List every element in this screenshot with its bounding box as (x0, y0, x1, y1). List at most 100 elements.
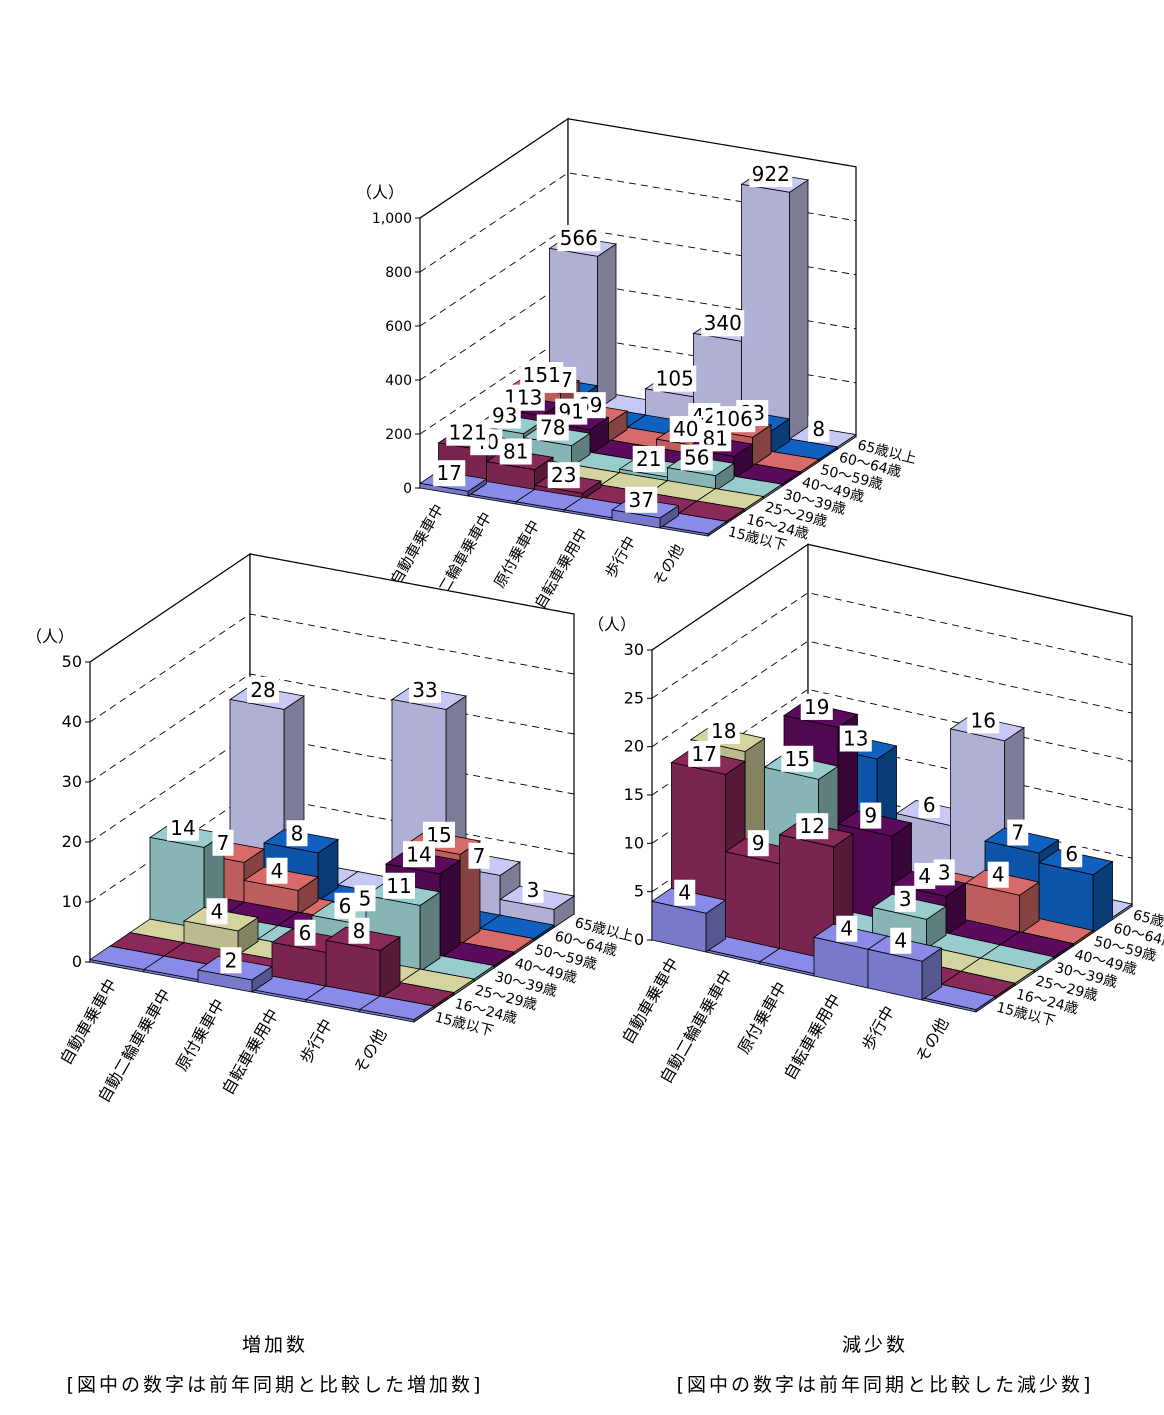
data-label-bg (632, 445, 665, 472)
bar-front (867, 948, 923, 1001)
data-label-bg (499, 438, 532, 465)
data-label: 4 (992, 863, 1005, 887)
data-label: 40 (673, 417, 698, 441)
data-label-bg (212, 829, 234, 856)
data-label-bg (522, 876, 544, 903)
data-label-bg (800, 693, 833, 720)
data-label-bg (781, 745, 814, 772)
data-label-bg (286, 820, 308, 847)
data-label-bg (547, 462, 580, 489)
data-label-bg (987, 861, 1009, 888)
data-label-bg (749, 161, 793, 188)
data-label: 4 (894, 929, 907, 953)
data-label: 8 (812, 417, 825, 441)
x-category-label: 自動車乗車中 (56, 976, 120, 1069)
y-tick-label: 200 (385, 427, 412, 443)
x-category-label: 自動車乗車中 (387, 501, 448, 588)
bar-front (725, 851, 780, 952)
data-label: 78 (540, 416, 565, 440)
data-label: 340 (704, 311, 742, 335)
data-label: 19 (804, 695, 829, 719)
data-label-bg (247, 676, 279, 703)
data-label: 6 (299, 921, 312, 945)
data-label: 5 (359, 886, 372, 910)
data-label-bg (967, 707, 1000, 734)
y-tick-label: 5 (634, 882, 644, 901)
caption-title-increase: 増加数 (241, 1334, 308, 1356)
data-label-bg (669, 416, 702, 442)
x-category-label: 歩行中 (296, 1016, 336, 1067)
x-category-label: 原付乗車中 (172, 996, 228, 1075)
bar-front (651, 900, 707, 953)
y-tick-label: 600 (385, 319, 412, 335)
bar-front (359, 1009, 415, 1023)
bar-front (419, 482, 469, 497)
data-label: 16 (971, 708, 996, 732)
data-label: 2 (225, 948, 238, 972)
y-tick-label: 10 (624, 833, 644, 852)
data-label-bg (747, 830, 769, 857)
caption-title-decrease: 減少数 (841, 1334, 908, 1356)
y-tick-label: 30 (62, 772, 82, 791)
x-category-label: その他 (912, 1015, 952, 1066)
y-unit-label: （人） (26, 627, 74, 646)
data-label-bg (701, 310, 745, 337)
data-label: 6 (923, 793, 936, 817)
data-label-bg (918, 792, 940, 818)
data-label: 151 (523, 363, 561, 387)
y-tick-label: 40 (62, 712, 82, 731)
gridline (89, 613, 575, 723)
caption-note-decrease: [図中の数字は前年同期と比較した減少数] (676, 1374, 1094, 1396)
data-label-bg (1061, 841, 1083, 868)
y-unit-label: （人） (356, 183, 404, 202)
bar-side (439, 859, 461, 959)
data-label: 3 (938, 860, 951, 884)
y-tick-label: 10 (62, 892, 82, 911)
x-category-label: 自転車乗用中 (780, 991, 844, 1084)
data-label-bg (206, 898, 228, 925)
gridline (419, 118, 857, 219)
data-label-bg (890, 927, 912, 954)
data-label: 8 (353, 919, 366, 943)
data-label: 12 (800, 814, 825, 838)
data-label: 33 (412, 678, 437, 702)
y-tick-label: 0 (634, 930, 644, 949)
x-category-label: その他 (350, 1026, 390, 1077)
y-tick-label: 25 (624, 688, 644, 707)
data-label: 7 (217, 831, 230, 855)
x-category-label: 自転車乗用中 (218, 1006, 282, 1099)
data-label: 56 (684, 445, 709, 469)
x-category-label: その他 (649, 541, 687, 589)
data-label: 81 (503, 440, 528, 464)
data-label-bg (933, 859, 955, 886)
bar-front (197, 969, 253, 993)
data-label: 121 (449, 421, 487, 445)
data-label-bg (557, 225, 601, 252)
data-label: 14 (406, 842, 431, 866)
data-label: 8 (291, 821, 304, 845)
data-label: 4 (918, 864, 931, 888)
data-label: 21 (636, 447, 661, 471)
data-label: 4 (211, 899, 224, 923)
data-label: 17 (437, 461, 462, 485)
data-label: 15 (785, 747, 810, 771)
data-label-bg (520, 362, 564, 389)
data-label-bg (674, 879, 696, 906)
data-label: 3 (899, 887, 912, 911)
data-label-bg (433, 460, 466, 487)
data-label-bg (680, 444, 713, 471)
x-category-label: 歩行中 (858, 1003, 898, 1054)
caption-note-increase: [図中の数字は前年同期と比較した増加数] (66, 1374, 484, 1396)
data-label: 37 (629, 488, 654, 512)
y-tick-label: 400 (385, 373, 412, 389)
y-tick-label: 50 (62, 652, 82, 671)
data-label: 7 (473, 844, 486, 868)
data-label: 11 (386, 874, 411, 898)
bar-side (597, 243, 617, 410)
data-label: 105 (656, 367, 694, 391)
data-label: 14 (170, 816, 195, 840)
data-label: 4 (271, 859, 284, 883)
y-tick-label: 800 (385, 265, 412, 281)
